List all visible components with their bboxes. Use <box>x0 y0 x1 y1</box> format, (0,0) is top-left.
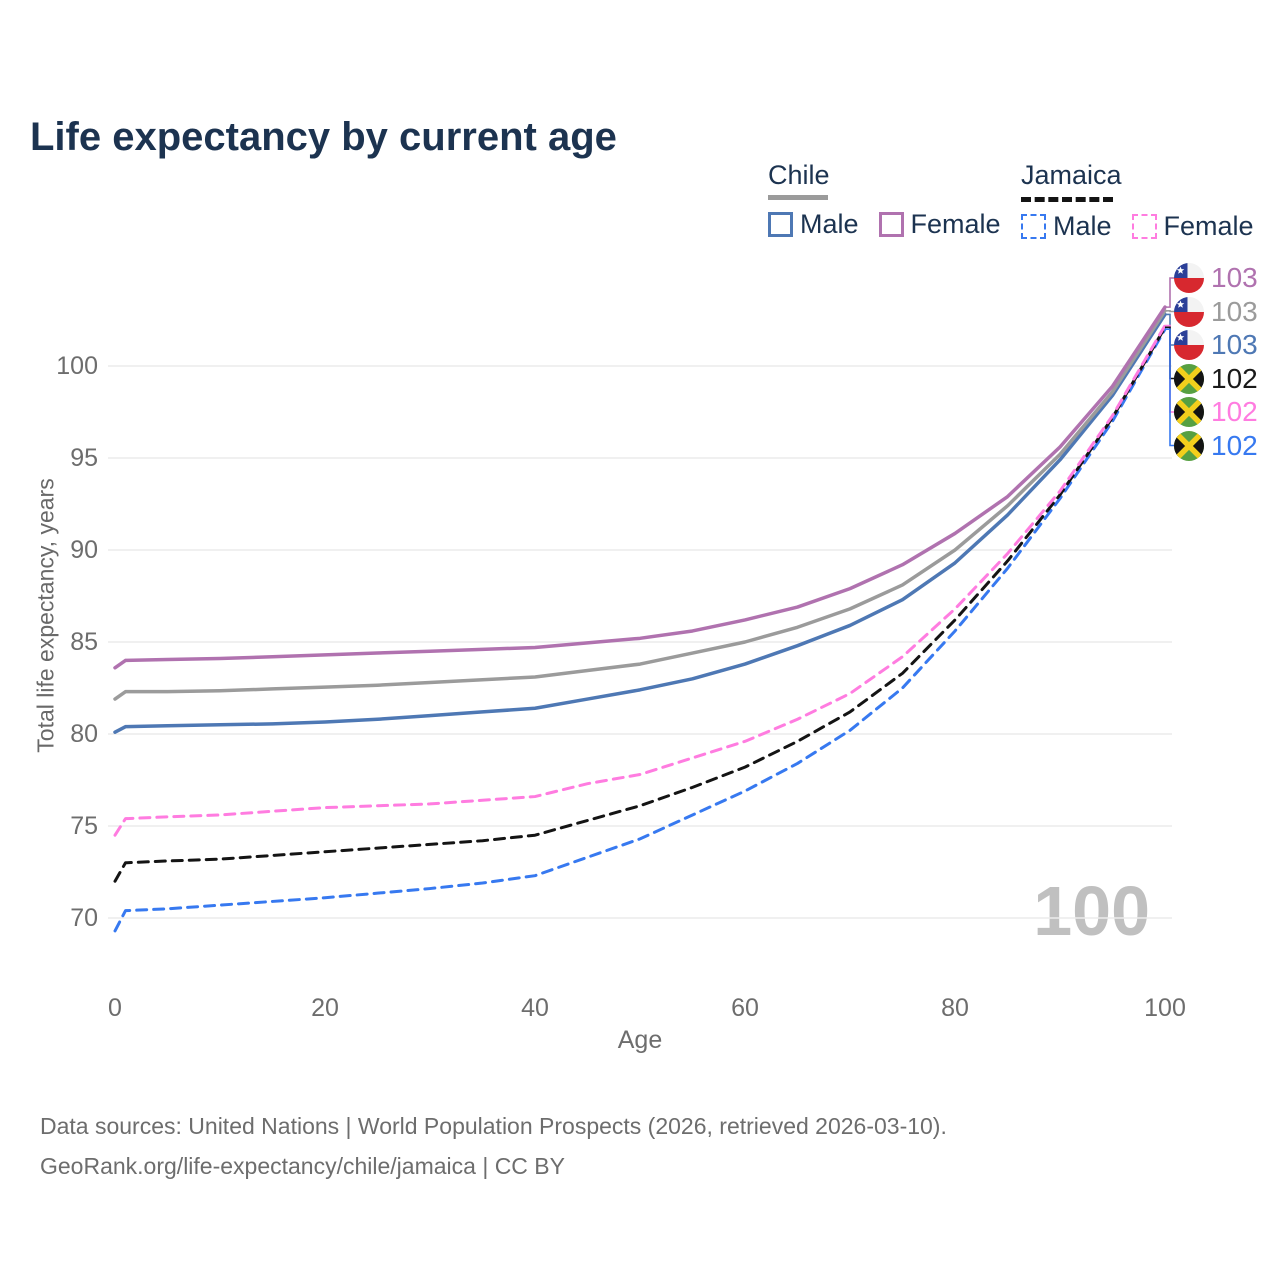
legend-header-jamaica[interactable]: Jamaica <box>1021 160 1274 202</box>
y-tick-85: 85 <box>70 628 98 656</box>
x-tick-20: 20 <box>311 994 339 1022</box>
end-value-label: 102 <box>1211 396 1258 427</box>
series-line-jamaica-female <box>113 324 1167 837</box>
series-line-jamaica-both-sexes- <box>113 325 1167 883</box>
end-value-label: 103 <box>1211 295 1258 327</box>
legend-group-jamaica: Jamaica Male Female <box>1021 160 1274 242</box>
end-value-label: 103 <box>1211 262 1258 293</box>
footer-attribution: GeoRank.org/life-expectancy/chile/jamaic… <box>40 1153 565 1179</box>
end-value-label: 103 <box>1211 329 1258 360</box>
x-tick-40: 40 <box>521 994 549 1022</box>
series-line-jamaica-male <box>113 327 1167 933</box>
legend-label-chile-female: Female <box>910 209 1001 239</box>
end-value-label: 102 <box>1211 429 1258 461</box>
legend-swatch-chile-female <box>878 212 904 237</box>
footer: Data sources: United Nations | World Pop… <box>40 1106 947 1186</box>
series-line-chile-both-sexes- <box>113 309 1167 701</box>
legend-label-jamaica-male: Male <box>1053 211 1112 241</box>
legend-swatch-jamaica-male <box>1021 214 1046 239</box>
legend-header-jamaica-label: Jamaica <box>1021 160 1122 190</box>
page-title: Life expectancy by current age <box>30 114 617 159</box>
y-tick-95: 95 <box>70 444 98 472</box>
chile-flag-icon <box>1174 263 1204 293</box>
legend-chile-line-swatch <box>768 195 828 200</box>
legend-header-chile[interactable]: Chile <box>768 160 1021 200</box>
legend-label-chile-male: Male <box>800 209 859 239</box>
legend-jamaica-line-swatch <box>1021 197 1113 202</box>
watermark-age-100: 100 <box>1033 872 1150 950</box>
x-tick-0: 0 <box>108 994 122 1022</box>
y-tick-75: 75 <box>70 812 98 840</box>
y-tick-100: 100 <box>56 352 98 380</box>
x-axis-title: Age <box>617 1026 663 1054</box>
jamaica-flag-icon <box>1174 430 1204 461</box>
legend-swatch-chile-male <box>768 212 793 237</box>
series-line-chile-male <box>113 312 1167 734</box>
legend-item-chile-female[interactable]: Female <box>878 209 1021 240</box>
jamaica-flag-icon <box>1174 397 1204 427</box>
legend-item-jamaica-male[interactable]: Male <box>1021 211 1132 242</box>
y-tick-70: 70 <box>70 904 98 932</box>
legend-label-jamaica-female: Female <box>1163 211 1254 241</box>
y-tick-80: 80 <box>70 720 98 748</box>
x-tick-60: 60 <box>731 994 759 1022</box>
chile-flag-icon <box>1174 296 1204 327</box>
x-tick-80: 80 <box>941 994 969 1022</box>
legend-swatch-jamaica-female <box>1131 214 1157 239</box>
jamaica-flag-icon <box>1174 363 1204 394</box>
end-value-label: 102 <box>1211 362 1258 394</box>
x-tick-100: 100 <box>1144 994 1186 1022</box>
chile-flag-icon <box>1174 330 1204 360</box>
legend-header-chile-label: Chile <box>768 160 830 190</box>
footer-data-sources: Data sources: United Nations | World Pop… <box>40 1113 947 1139</box>
y-tick-90: 90 <box>70 536 98 564</box>
series-line-chile-female <box>113 305 1167 670</box>
legend-group-chile: Chile Male Female <box>768 160 1021 240</box>
legend-item-jamaica-female[interactable]: Female <box>1131 211 1274 242</box>
legend-item-chile-male[interactable]: Male <box>768 209 879 240</box>
